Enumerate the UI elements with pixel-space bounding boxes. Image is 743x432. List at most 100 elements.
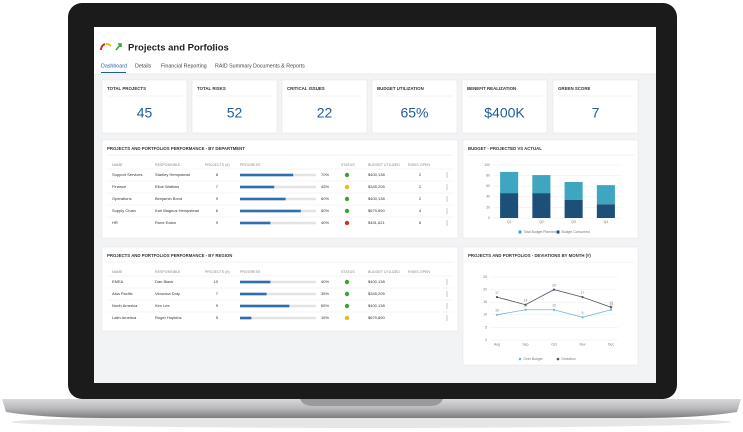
bar-segment	[500, 171, 519, 194]
line-point	[609, 308, 613, 311]
title-menu[interactable]	[212, 44, 214, 52]
cell-budget: $679,890	[368, 208, 385, 213]
row-menu[interactable]	[446, 291, 448, 293]
cell-projects: 9	[216, 196, 219, 201]
column-header: STATUS	[341, 163, 355, 167]
cell-risks: 2	[419, 184, 422, 189]
tab[interactable]: Financial Reporting	[161, 63, 207, 69]
row-menu[interactable]	[446, 176, 448, 178]
row-menu[interactable]	[446, 210, 448, 212]
row-menu[interactable]	[446, 198, 448, 200]
y-tick-label: 100	[484, 163, 490, 167]
cell-name: Asia Pacific	[112, 291, 133, 296]
row-menu[interactable]	[446, 174, 448, 176]
cell-responsible: Benjamin Bond	[155, 196, 182, 201]
chart-title: BUDGET - PROJECTED VS ACTUAL	[468, 146, 542, 151]
status-dot	[344, 303, 350, 309]
progress-bar	[240, 292, 267, 296]
column-header: NAME	[112, 163, 123, 167]
bar-segment	[564, 199, 583, 218]
row-menu[interactable]	[446, 293, 448, 295]
progress-track	[240, 185, 316, 189]
row-menu[interactable]	[446, 208, 448, 210]
cell-progress: 80%	[321, 208, 329, 213]
row-menu[interactable]	[446, 279, 448, 281]
row-menu[interactable]	[446, 184, 448, 186]
tab[interactable]: Documents & Reports	[253, 63, 305, 69]
row-menu[interactable]	[446, 317, 448, 319]
line-point	[524, 303, 527, 306]
progress-bar	[240, 197, 286, 201]
cell-projects: 9	[216, 220, 219, 225]
line-point	[581, 316, 584, 319]
cell-name: EMEA	[112, 279, 124, 284]
panel	[101, 79, 188, 134]
tab[interactable]: RAID Summary	[215, 63, 252, 69]
row-menu[interactable]	[446, 188, 448, 190]
kpi-label: CRITICAL ISSUES	[287, 86, 325, 91]
x-tick-label: Oct	[551, 342, 556, 346]
x-tick-label: Q4	[604, 220, 609, 224]
cell-projects: 10	[214, 279, 219, 284]
kpi-label: TOTAL RISKS	[197, 86, 226, 91]
row-menu[interactable]	[446, 186, 448, 188]
cell-projects: 5	[216, 315, 219, 320]
tab[interactable]: Dashboard	[101, 63, 127, 69]
kpi-value: 65%	[400, 105, 428, 121]
row-menu[interactable]	[446, 307, 448, 309]
kpi-label: BUDGET UTILIZATION	[377, 86, 424, 91]
app-header	[94, 27, 656, 74]
status-dot	[344, 315, 350, 321]
cell-budget: $400,138	[368, 196, 385, 201]
x-tick-label: Q3	[571, 220, 576, 224]
x-tick-label: Sep	[522, 342, 528, 346]
row-menu[interactable]	[446, 319, 448, 321]
status-dot	[344, 196, 350, 202]
row-menu[interactable]	[446, 220, 448, 222]
row-menu[interactable]	[446, 295, 448, 297]
y-tick-label: 80	[486, 173, 490, 177]
status-dot	[344, 172, 350, 178]
tab[interactable]: Details	[135, 63, 152, 69]
chart-title: PROJECTS AND PORTFOLIOS - DEVIATIONS BY …	[468, 253, 591, 258]
progress-track	[240, 221, 316, 225]
bar-segment	[500, 193, 519, 218]
legend-label: Over Budget	[524, 357, 543, 361]
column-header: PROGRESS	[240, 163, 261, 167]
row-menu[interactable]	[446, 315, 448, 317]
progress-track	[240, 316, 316, 320]
legend-label: Budget Consumed	[562, 230, 590, 234]
kpi-value: 45	[137, 105, 153, 121]
row-menu[interactable]	[446, 212, 448, 214]
cell-name: Support Services	[112, 172, 142, 177]
row-menu[interactable]	[446, 283, 448, 285]
line-point	[524, 308, 527, 311]
line-point	[495, 296, 499, 299]
cell-budget: $400,138	[368, 303, 385, 308]
row-menu[interactable]	[446, 196, 448, 198]
panel	[281, 79, 368, 134]
cell-budget: $400,138	[368, 172, 385, 177]
legend-swatch	[556, 357, 560, 361]
row-menu[interactable]	[446, 172, 448, 174]
progress-bar	[240, 304, 290, 308]
row-menu[interactable]	[446, 305, 448, 307]
bar-segment	[532, 175, 551, 194]
column-header: NAME	[112, 270, 123, 274]
y-tick-label: 25	[483, 275, 487, 279]
line-point	[495, 313, 499, 316]
progress-track	[240, 292, 316, 296]
progress-bar	[240, 316, 252, 320]
row-menu[interactable]	[446, 224, 448, 226]
row-menu[interactable]	[446, 281, 448, 283]
kpi-label: GREEN SCORE	[558, 86, 591, 91]
legend-swatch	[556, 230, 560, 234]
cell-responsible: Roger Hopkins	[155, 315, 181, 320]
row-menu[interactable]	[446, 303, 448, 305]
line-point	[609, 306, 613, 309]
row-menu[interactable]	[446, 222, 448, 224]
cell-responsible: Dan Black	[155, 279, 173, 284]
row-menu[interactable]	[446, 200, 448, 202]
x-tick-label: Q2	[539, 220, 544, 224]
